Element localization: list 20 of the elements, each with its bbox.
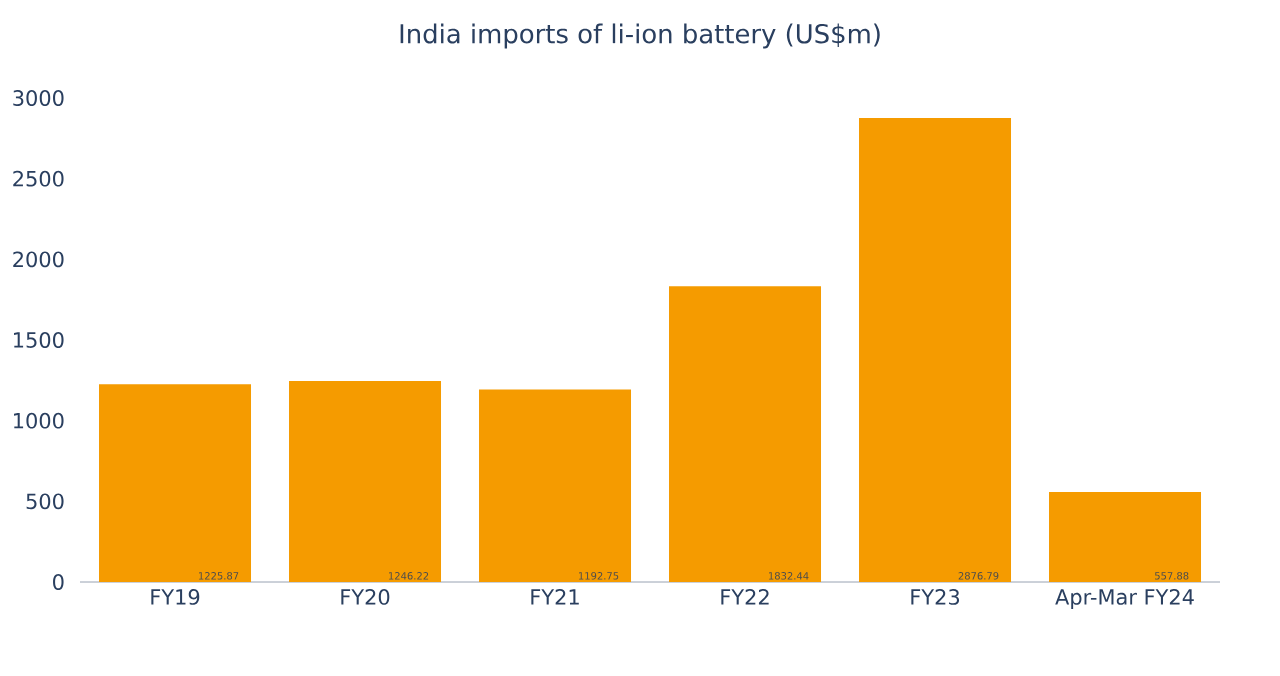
y-tick-label: 2000: [13, 251, 64, 268]
bar: [859, 117, 1012, 582]
y-tick-label: 500: [26, 493, 64, 510]
bar: [669, 286, 822, 582]
bar: [1049, 491, 1202, 582]
x-tick-label: FY20: [341, 589, 390, 605]
y-tick-label: 1000: [14, 412, 64, 429]
y-tick-label: 3000: [13, 90, 64, 106]
x-tick-label: FY23: [911, 589, 960, 605]
y-tick-label: 2500: [13, 170, 64, 187]
bar: [289, 380, 442, 582]
x-tick-label: FY21: [531, 589, 579, 605]
x-tick-label: FY22: [721, 589, 769, 605]
bar: [99, 384, 252, 582]
x-tick-label: FY19: [151, 589, 200, 605]
y-tick-label: 1500: [14, 332, 64, 348]
bar: [479, 389, 632, 582]
x-tick-label: Apr-Mar FY24: [1055, 589, 1194, 609]
y-tick-label: 0: [53, 574, 64, 590]
chart-title: India imports of li-ion battery (US$m): [400, 23, 880, 49]
